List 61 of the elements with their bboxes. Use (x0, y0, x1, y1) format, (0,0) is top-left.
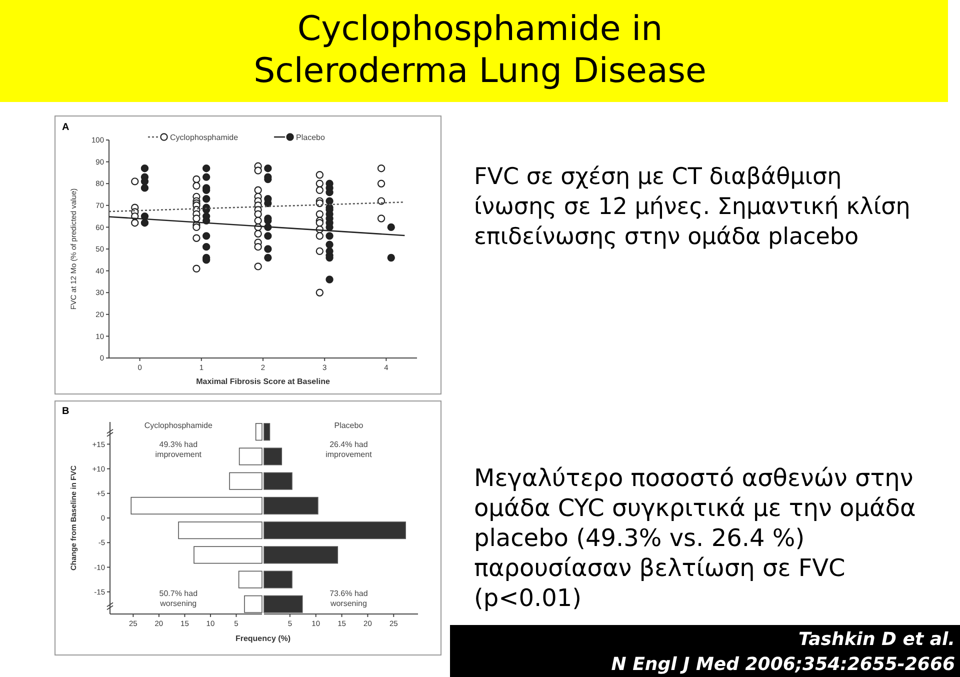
point (254, 262, 262, 270)
point (202, 195, 210, 203)
point (140, 164, 149, 172)
point (316, 232, 324, 240)
point (387, 254, 395, 262)
x-axis-title: Frequency (%) (235, 634, 291, 643)
point (131, 178, 139, 186)
annotation: 73.6% had worsening (329, 589, 368, 608)
chart-title: A (62, 122, 70, 133)
text: Cyclophosphamide in Scleroderma Lung Disease (254, 9, 706, 91)
x-axis-title: Maximal Fibrosis Score at Baseline (196, 377, 330, 386)
chart-title: B (62, 406, 70, 417)
point (316, 186, 324, 194)
point (377, 214, 386, 222)
point (202, 242, 210, 251)
point (377, 180, 386, 188)
text: N Engl J Med 2006;354:2655-2666 (611, 654, 955, 675)
text: Tashkin D et al. (798, 629, 955, 650)
chart-subtitle: Placebo (334, 421, 364, 430)
legend-label: Cyclophosphamide (170, 132, 239, 142)
point (202, 164, 210, 172)
point (316, 288, 324, 296)
point (254, 166, 262, 174)
point (192, 182, 200, 190)
point (140, 184, 149, 192)
point (254, 186, 262, 194)
point (254, 216, 262, 225)
point (254, 230, 262, 238)
point (192, 175, 200, 184)
point (192, 234, 200, 242)
point (264, 232, 272, 240)
point (264, 245, 272, 253)
point (254, 210, 262, 218)
point (202, 173, 210, 181)
point (326, 276, 334, 284)
annotation: 26.4% had improvement (326, 440, 373, 459)
annotation: 50.7% had worsening (159, 589, 198, 608)
point (264, 164, 272, 172)
point (131, 218, 139, 227)
point (192, 223, 200, 232)
point (254, 242, 262, 251)
point (316, 247, 324, 256)
point (387, 223, 395, 232)
text: Μεγαλύτερο ποσοστό ασθενών στην ομάδα CYC συγκριτικά με την ομάδα placebo (49.3% vs. 26.4 %) παρουσίασαν βελτίωση σε FVC (p<0.01) (474, 464, 916, 612)
chart-subtitle: Cyclophosphamide (144, 421, 213, 430)
point (316, 171, 324, 179)
point (326, 240, 334, 248)
point (326, 232, 334, 240)
point (192, 264, 200, 272)
text: FVC σε σχέση με CT διαβάθμιση ίνωσης σε 12 μήνες. Σημαντική κλίση επιδείνωσης στην ομάδα placebo (474, 164, 910, 250)
point (140, 218, 149, 227)
point (316, 210, 324, 218)
point (192, 214, 200, 222)
point (202, 232, 210, 240)
legend-entry: Cyclophosphamide (148, 132, 238, 142)
annotation: 49.3% had improvement (155, 440, 202, 459)
point (264, 254, 272, 262)
point (326, 197, 334, 205)
point (316, 180, 324, 188)
legend-label: Placebo (296, 132, 326, 142)
point (377, 164, 386, 172)
